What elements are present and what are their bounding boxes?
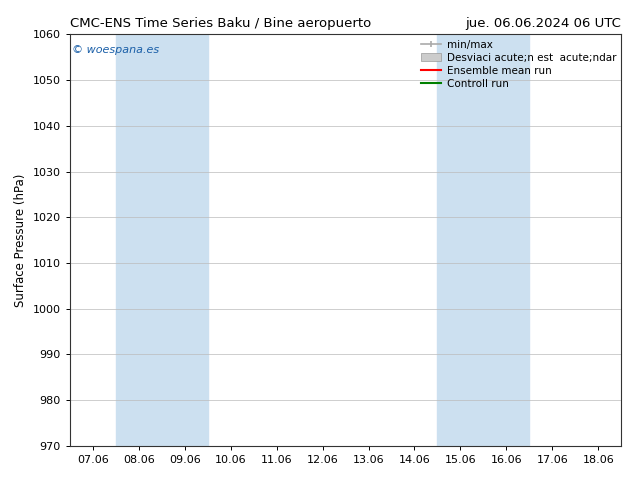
Y-axis label: Surface Pressure (hPa): Surface Pressure (hPa) [14,173,27,307]
Text: © woespana.es: © woespana.es [72,45,160,54]
Text: jue. 06.06.2024 06 UTC: jue. 06.06.2024 06 UTC [465,17,621,30]
Legend: min/max, Desviaci acute;n est  acute;ndar, Ensemble mean run, Controll run: min/max, Desviaci acute;n est acute;ndar… [417,36,619,92]
Bar [115,34,207,446]
Text: CMC-ENS Time Series Baku / Bine aeropuerto: CMC-ENS Time Series Baku / Bine aeropuer… [70,17,371,30]
Bar [437,34,529,446]
